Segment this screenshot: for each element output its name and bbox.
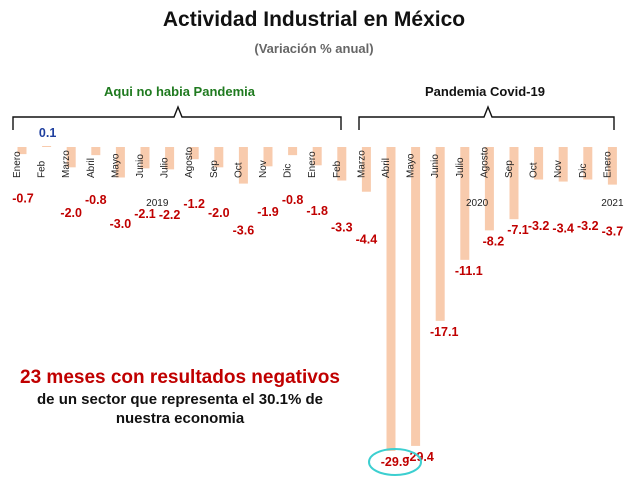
bar-22 [558,147,568,182]
month-tick-label-2: Marzo [61,150,72,178]
month-tick-label-8: Sep [209,160,220,178]
bar-15 [386,147,396,451]
bar-17 [435,147,445,321]
month-tick-label-20: Sep [504,160,515,178]
month-tick-label-17: Junio [430,154,441,178]
month-tick-label-23: Dic [578,164,589,178]
value-label-15: -29.9 [381,455,410,469]
bar-14 [361,147,371,192]
month-tick-label-6: Julio [160,157,171,178]
value-label-4: -3.0 [110,217,132,231]
chart-title: Actividad Industrial en México [162,8,466,31]
bar-19 [484,147,494,231]
bar-2 [66,147,76,168]
year-label-1: 2020 [466,198,489,209]
month-tick-label-3: Abril [86,158,97,178]
bar-3 [91,147,101,156]
month-tick-label-10: Nov [258,160,269,178]
note-body-line-1: de un sector que representa el 30.1% de [37,391,323,408]
bar-24 [607,147,617,185]
value-label-1: 0.1 [39,126,56,140]
year-label-2: 2021 [601,198,624,209]
value-label-13: -3.3 [331,220,353,234]
month-tick-label-22: Nov [553,160,564,178]
highlight-ring [368,447,422,476]
month-tick-label-19: Agosto [479,146,490,178]
note-body-line-2: nuestra economia [115,410,245,427]
month-tick-label-1: Feb [37,160,48,178]
month-tick-label-13: Feb [332,160,343,178]
month-tick-label-14: Marzo [356,150,367,178]
value-label-2: -2.0 [60,206,82,220]
bar-6 [165,147,175,170]
value-label-17: -17.1 [430,325,459,339]
value-label-6: -2.2 [159,208,181,222]
value-label-24: -3.7 [602,225,624,239]
month-tick-label-9: Oct [233,162,244,178]
period-brace-pandemic [358,105,615,130]
value-label-12: -1.8 [306,204,328,218]
value-label-21: -3.2 [528,219,550,233]
value-label-11: -0.8 [282,193,304,207]
value-label-9: -3.6 [233,224,255,238]
month-tick-label-24: Enero [602,151,613,178]
bar-16 [411,147,421,446]
bar-23 [583,147,593,180]
value-label-18: -11.1 [455,264,483,278]
year-label-0: 2019 [146,198,169,209]
bar-12 [312,147,322,166]
value-label-19: -8.2 [483,234,505,248]
month-tick-label-0: Enero [12,151,23,178]
bar-7 [189,147,199,160]
bar-18 [460,147,470,260]
month-tick-label-18: Julio [455,157,466,178]
month-tick-label-5: Junio [135,154,146,178]
bar-0 [17,147,27,155]
value-label-7: -1.2 [183,197,205,211]
bar-5 [140,147,150,169]
bar-20 [509,147,519,220]
value-label-20: -7.1 [507,223,529,237]
chart-subtitle: (Variación % anual) [254,41,374,56]
period-label-pre-pandemic: Aqui no habia Pandemia [104,84,255,99]
period-brace-pre-pandemic [12,105,342,130]
value-label-5: -2.1 [134,207,156,221]
bar-21 [534,147,544,180]
note-headline: 23 meses con resultados negativos [20,367,340,388]
value-label-14: -4.4 [356,232,378,246]
bar-11 [288,147,298,156]
bar-10 [263,147,273,167]
bar-9 [238,147,248,184]
month-tick-label-21: Oct [529,162,540,178]
month-tick-label-11: Dic [283,164,294,178]
value-label-22: -3.4 [552,221,574,235]
bar-8 [214,147,224,168]
value-label-23: -3.2 [577,219,599,233]
month-tick-label-7: Agosto [184,146,195,178]
note-body: de un sector que representa el 30.1% de … [20,390,340,428]
month-tick-label-4: Mayo [110,153,121,178]
value-label-10: -1.9 [257,205,279,219]
value-label-8: -2.0 [208,206,230,220]
value-label-3: -0.8 [85,193,107,207]
period-label-pandemic: Pandemia Covid-19 [425,84,545,99]
month-tick-label-15: Abril [381,158,392,178]
bar-1 [42,145,52,147]
bar-4 [115,147,125,178]
value-label-0: -0.7 [12,192,34,206]
bar-13 [337,147,347,181]
month-tick-label-16: Mayo [406,153,417,178]
month-tick-label-12: Enero [307,151,318,178]
